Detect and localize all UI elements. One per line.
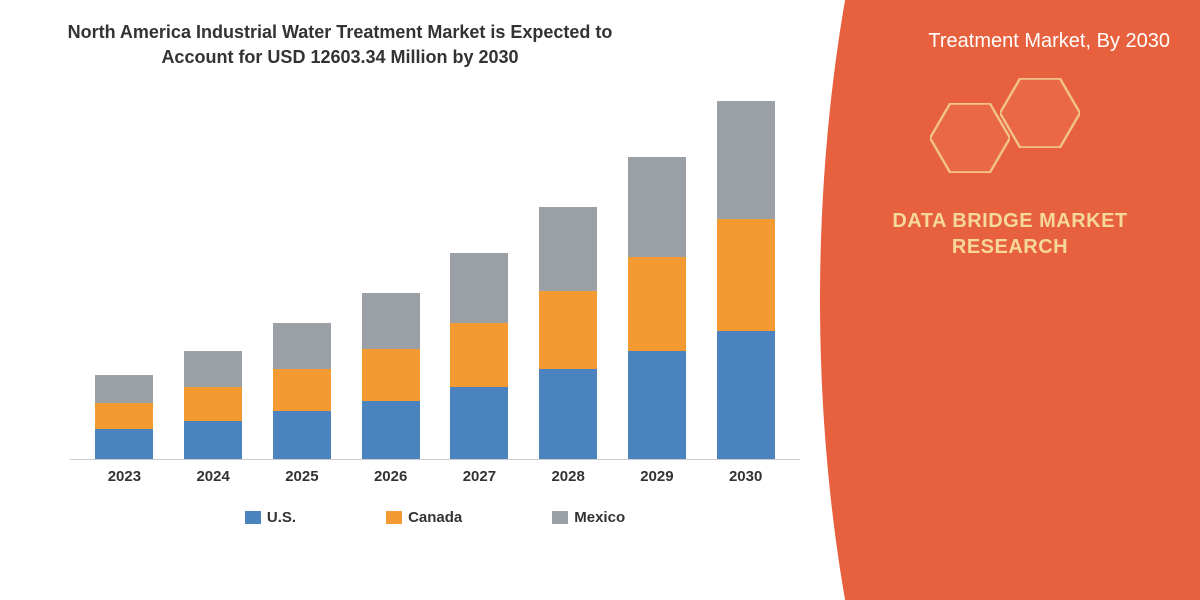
x-axis-label: 2027 — [445, 468, 513, 485]
bar-stack — [539, 207, 597, 459]
bar-segment — [273, 411, 331, 459]
x-axis-label: 2024 — [179, 468, 247, 485]
legend-label: Mexico — [574, 509, 625, 526]
x-axis-label: 2028 — [534, 468, 602, 485]
bar-segment — [628, 351, 686, 459]
bar-segment — [450, 323, 508, 387]
bar-segment — [362, 349, 420, 401]
bar-group — [179, 351, 247, 459]
bar-group — [534, 207, 602, 459]
bar-stack — [717, 101, 775, 459]
bar-segment — [95, 429, 153, 459]
bar-group — [712, 101, 780, 459]
legend-item: Mexico — [552, 509, 625, 526]
right-panel: Treatment Market, By 2030 DATA BRIDGE MA… — [820, 0, 1200, 600]
legend-swatch — [245, 511, 261, 524]
bar-group — [623, 157, 691, 459]
x-axis-label: 2025 — [268, 468, 336, 485]
bar-segment — [362, 293, 420, 349]
hexagon-icon — [1000, 78, 1080, 148]
bar-segment — [95, 375, 153, 403]
bar-segment — [273, 369, 331, 411]
chart-section: North America Industrial Water Treatment… — [0, 0, 820, 600]
bar-stack — [362, 293, 420, 459]
legend-swatch — [552, 511, 568, 524]
bar-segment — [628, 257, 686, 351]
bar-segment — [450, 387, 508, 459]
bar-stack — [184, 351, 242, 459]
legend-swatch — [386, 511, 402, 524]
chart-title: North America Industrial Water Treatment… — [60, 20, 620, 70]
bar-group — [90, 375, 158, 459]
right-panel-title: Treatment Market, By 2030 — [820, 30, 1200, 53]
bar-stack — [628, 157, 686, 459]
bar-segment — [362, 401, 420, 459]
chart-plot-area — [70, 100, 800, 460]
bar-segment — [273, 323, 331, 369]
bar-segment — [539, 207, 597, 291]
bar-group — [268, 323, 336, 459]
x-axis-label: 2029 — [623, 468, 691, 485]
bar-segment — [628, 157, 686, 257]
bar-stack — [273, 323, 331, 459]
legend-item: Canada — [386, 509, 462, 526]
legend-label: Canada — [408, 509, 462, 526]
hexagon-logo — [925, 78, 1095, 188]
bar-segment — [184, 351, 242, 387]
bar-segment — [539, 291, 597, 369]
x-axis-label: 2023 — [90, 468, 158, 485]
bar-group — [357, 293, 425, 459]
brand-line-2: RESEARCH — [952, 236, 1068, 258]
bar-segment — [717, 331, 775, 459]
legend-label: U.S. — [267, 509, 296, 526]
chart-legend: U.S. Canada Mexico — [70, 509, 800, 526]
x-axis-label: 2026 — [357, 468, 425, 485]
bar-segment — [717, 101, 775, 219]
brand-text: DATA BRIDGE MARKET RESEARCH — [892, 208, 1127, 260]
bar-segment — [450, 253, 508, 323]
bar-stack — [95, 375, 153, 459]
bar-segment — [184, 421, 242, 459]
bar-segment — [95, 403, 153, 429]
bar-segment — [539, 369, 597, 459]
x-axis-label: 2030 — [712, 468, 780, 485]
bar-segment — [717, 219, 775, 331]
bar-group — [445, 253, 513, 459]
legend-item: U.S. — [245, 509, 296, 526]
bar-stack — [450, 253, 508, 459]
bar-segment — [184, 387, 242, 421]
brand-line-1: DATA BRIDGE MARKET — [892, 210, 1127, 232]
x-axis-labels: 2023 2024 2025 2026 2027 2028 2029 2030 — [70, 460, 800, 485]
hexagon-icon — [930, 103, 1010, 173]
